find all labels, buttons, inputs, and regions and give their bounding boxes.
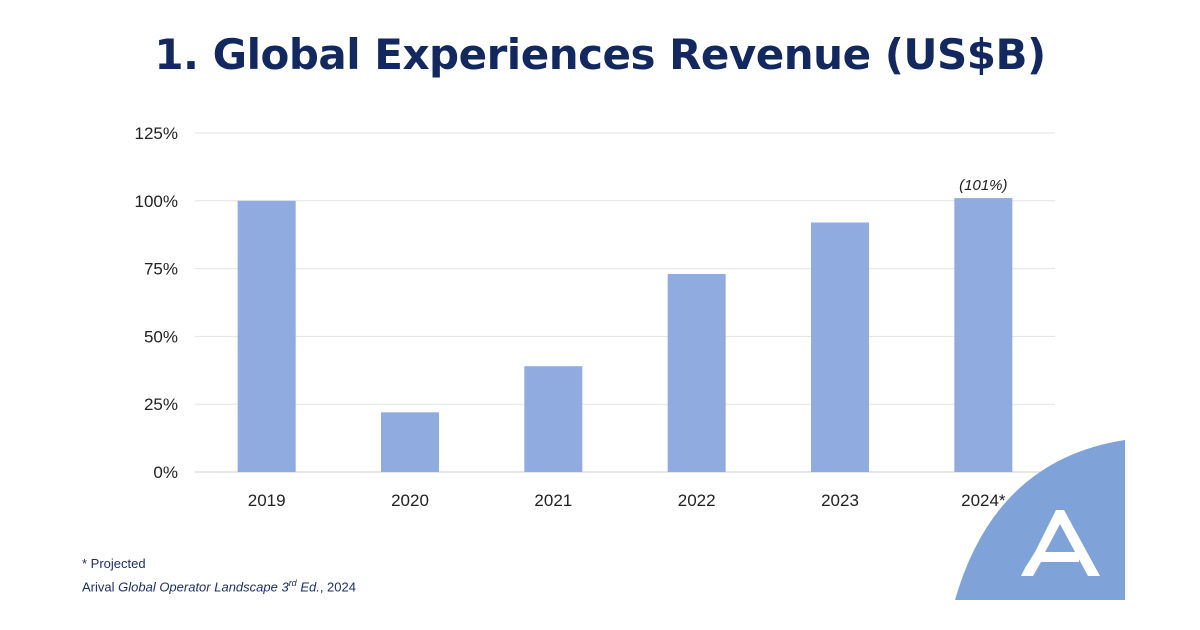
- footnote-projected-text: * Projected: [82, 556, 146, 571]
- x-tick-label: 2021: [534, 491, 572, 510]
- bar-2020: [381, 412, 439, 472]
- annotations: (101%): [959, 177, 1007, 194]
- footnote-projected: * Projected: [82, 556, 146, 571]
- source-suffix: , 2024: [319, 579, 356, 595]
- chart-title: 1. Global Experiences Revenue (US$B): [154, 30, 1046, 79]
- footnote-source: Arival Global Operator Landscape 3rd Ed.…: [82, 578, 356, 594]
- x-tick-label: 2022: [678, 491, 716, 510]
- bar-2024: [954, 198, 1013, 472]
- bar-2019: [237, 200, 296, 473]
- bar-2022: [667, 274, 726, 472]
- data-label-annotation: (101%): [959, 177, 1007, 194]
- x-tick-label: 2023: [821, 491, 859, 510]
- y-axis-tick-labels: 0% 25% 50% 75% 100% 125%: [135, 124, 178, 482]
- y-tick-label: 100%: [135, 192, 178, 211]
- source-prefix: Arival: [82, 579, 119, 595]
- x-tick-label: 2020: [391, 491, 429, 510]
- bar-2021: [524, 366, 583, 472]
- source-superscript: rd: [288, 578, 297, 588]
- logo-a-mark: [1021, 510, 1100, 576]
- source-title-end: Ed.: [296, 579, 320, 595]
- gridlines: [195, 132, 1055, 473]
- arival-logo-icon: [955, 440, 1125, 600]
- y-tick-label: 75%: [144, 260, 178, 279]
- x-axis-tick-labels: 2019 2020 2021 2022 2023 2024*: [248, 491, 1006, 510]
- x-tick-label: 2019: [248, 491, 286, 510]
- y-tick-label: 25%: [144, 395, 178, 414]
- y-tick-label: 125%: [135, 124, 178, 143]
- y-tick-label: 0%: [153, 463, 178, 482]
- y-tick-label: 50%: [144, 327, 178, 346]
- bar-2023: [811, 222, 869, 472]
- bars: [237, 198, 1013, 473]
- source-title: Global Operator Landscape 3: [118, 579, 289, 595]
- x-tick-label: 2024*: [961, 491, 1006, 510]
